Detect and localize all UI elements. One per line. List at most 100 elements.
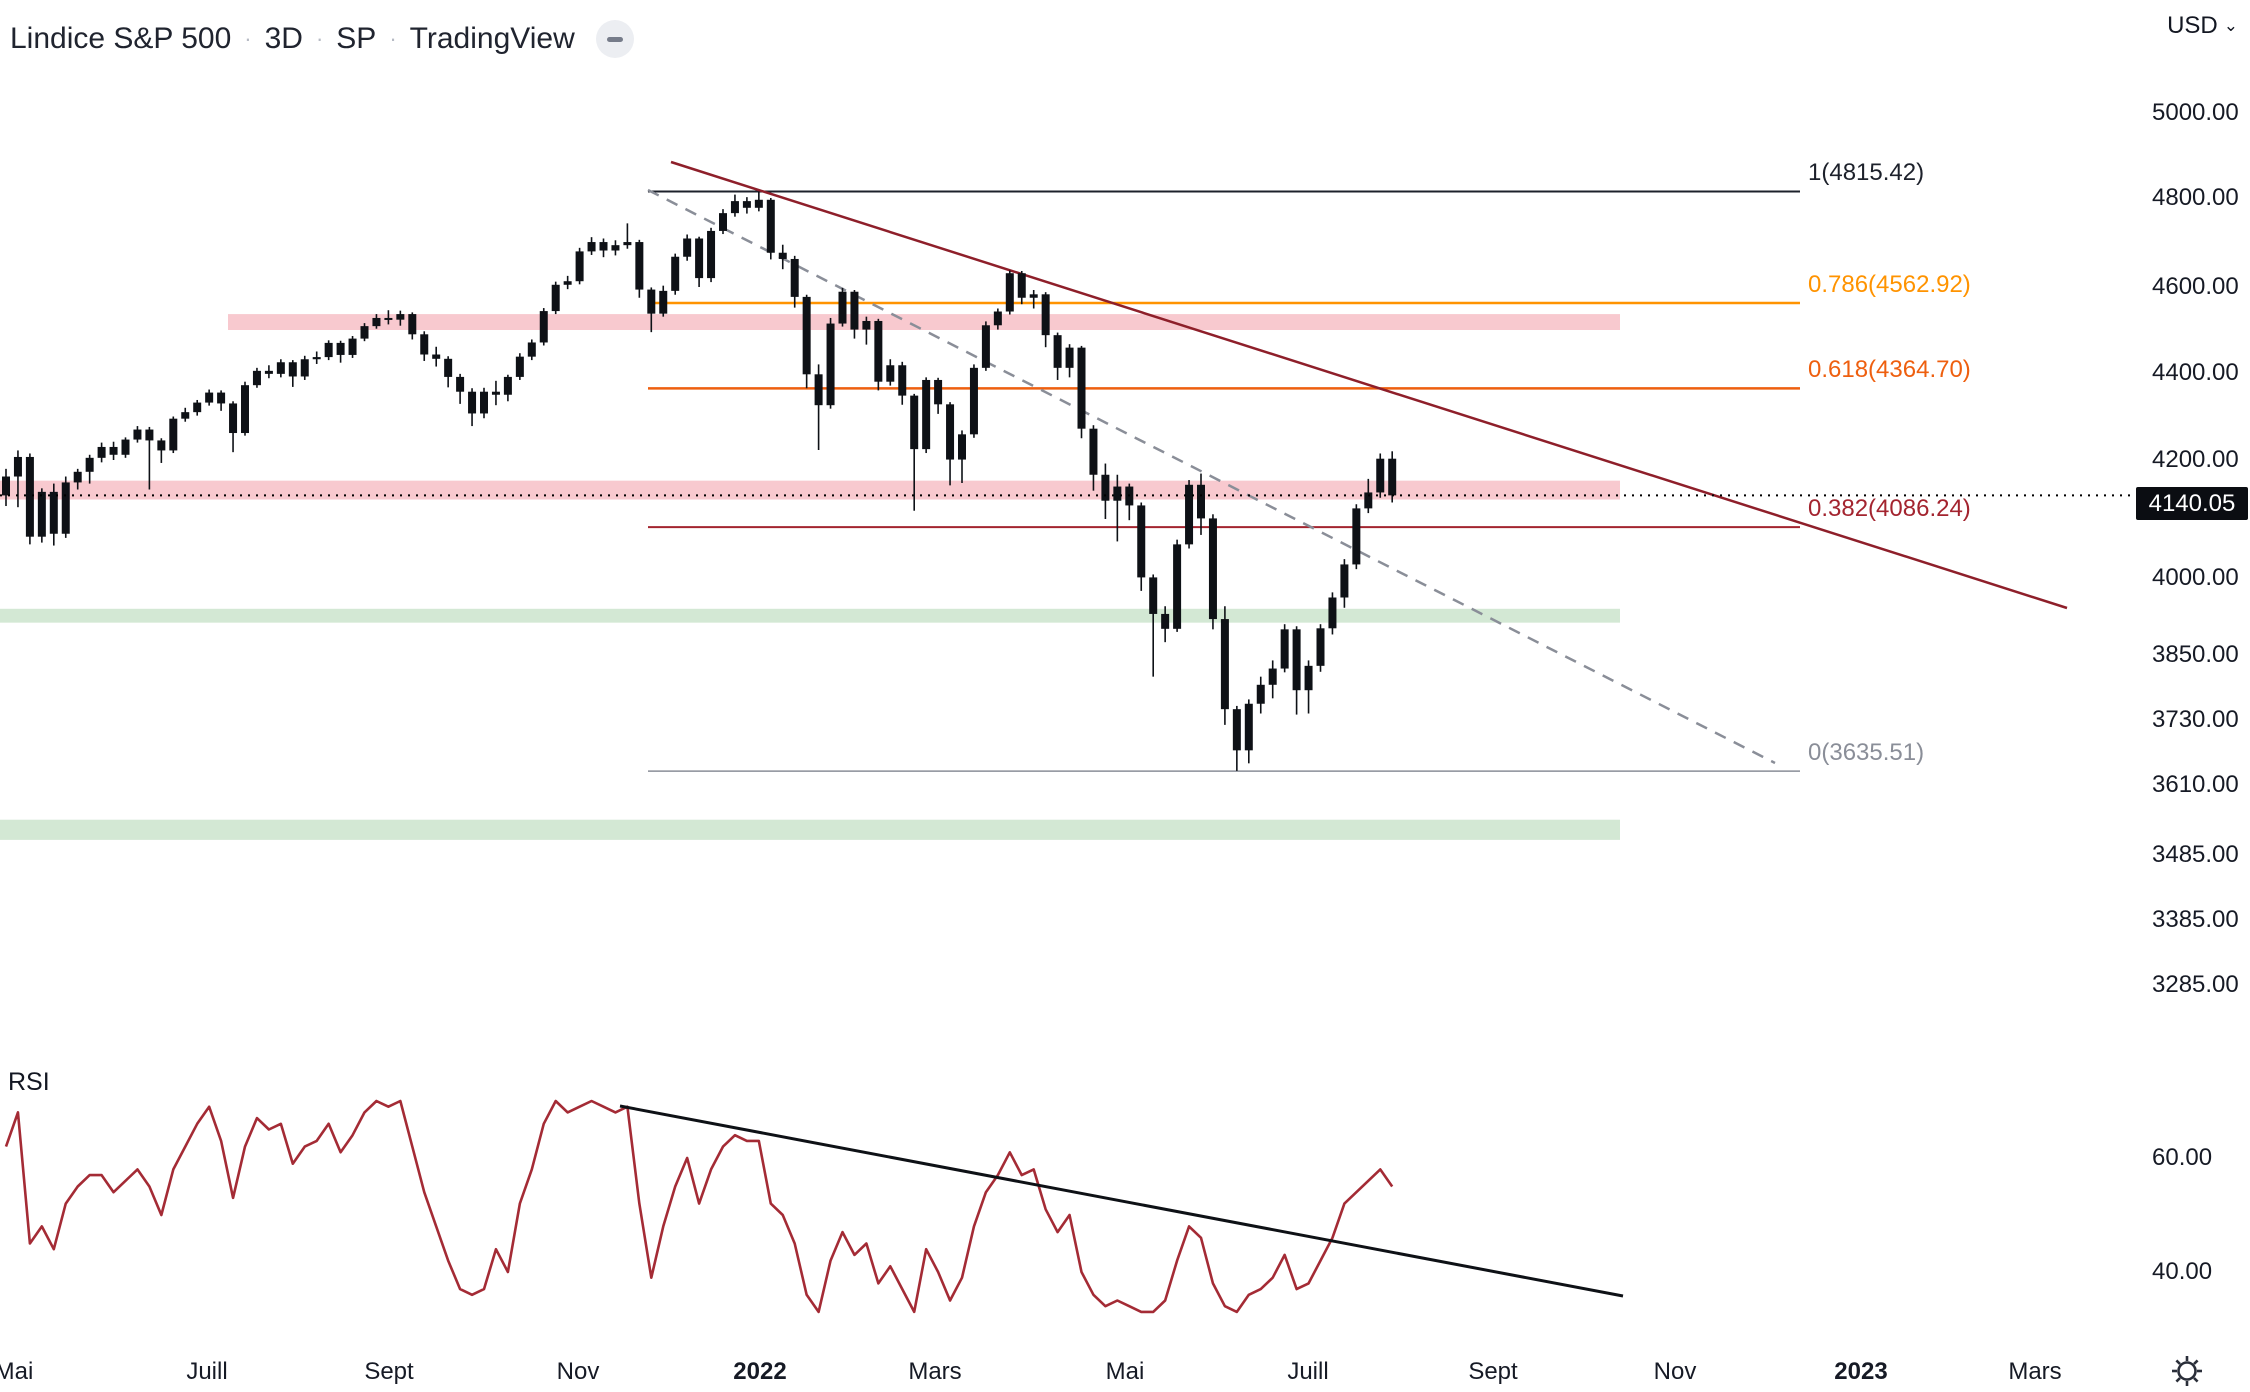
fib-level-label: 0.618(4364.70) [1808,356,1971,384]
candle-body [862,320,871,330]
price-axis-tick[interactable]: 3485.00 [2152,841,2239,868]
candle-body [276,362,285,374]
candle-body [181,412,190,419]
candle-body [1197,484,1205,519]
candle-body [503,376,512,395]
time-axis-label[interactable]: Mai [1105,1358,1145,1385]
candle-body [1041,294,1050,336]
candle-body [1077,347,1086,429]
candle-body [1220,619,1229,710]
candle-body [1244,703,1253,751]
price-axis-tick[interactable]: 3285.00 [2152,971,2239,998]
candle-body [121,439,130,455]
rsi-axis-tick[interactable]: 40.00 [2152,1258,2213,1285]
separator-dot: · [389,26,397,51]
time-axis-label[interactable]: Juill [186,1358,228,1385]
time-axis-label[interactable]: Mars [2008,1358,2062,1385]
symbol-title[interactable]: Lindice S&P 500 [10,22,232,55]
price-axis-tick[interactable]: 4600.00 [2152,273,2239,300]
candle-body [193,402,202,413]
resistance-zone-upper[interactable] [228,314,1620,330]
fib-diagonal-dashed-line[interactable] [647,188,1776,765]
candle-body [1149,577,1158,614]
rsi-axis-tick[interactable]: 60.00 [2152,1144,2213,1171]
price-downtrend-line[interactable] [670,160,2068,610]
time-axis-label[interactable]: 2023 [1834,1358,1888,1385]
candle-body [61,482,70,534]
candle-body [981,325,990,368]
candle-body [1089,428,1098,475]
collapse-button[interactable] [595,20,634,58]
interval-label[interactable]: 3D [264,22,303,55]
support-zone-lower[interactable] [0,819,1620,840]
candle-body [109,446,118,455]
candle-body [13,456,22,477]
time-axis-label[interactable]: Sept [364,1358,414,1385]
candle-body [1376,458,1385,493]
candle-body [1005,273,1014,312]
candle-body [754,199,763,208]
candle-body [1256,684,1265,704]
time-axis-label[interactable]: 2022 [733,1358,787,1385]
candle-body [527,342,536,357]
price-axis-tick[interactable]: 4200.00 [2152,446,2239,473]
time-axis-label[interactable]: Nov [556,1358,600,1385]
candle-body [264,370,273,374]
candle-body [802,296,811,375]
fib-level-label: 0.786(4562.92) [1808,270,1971,298]
candle-body [766,199,775,253]
candle-body [217,392,226,404]
candle-body [25,456,34,537]
candle-body [1304,665,1313,691]
candle-body [599,242,608,251]
support-zone-upper[interactable] [0,608,1620,623]
candle-body [408,314,417,335]
candle-body [348,338,357,355]
time-axis-label[interactable]: Mai [0,1358,34,1385]
candle-body [922,379,931,450]
time-axis-label[interactable]: Nov [1653,1358,1697,1385]
candle-body [37,491,46,537]
candle-body [838,291,847,324]
price-axis-tick[interactable]: 5000.00 [2152,99,2239,126]
candle-body [396,314,405,320]
candle-body [324,342,333,358]
price-axis-tick[interactable]: 3610.00 [2152,771,2239,798]
platform-label: TradingView [409,22,575,55]
candle-body [480,391,488,414]
candle-body [133,429,142,440]
candle-body [300,359,309,377]
candle-body [623,242,632,246]
price-axis-tick[interactable]: 3730.00 [2152,706,2239,733]
candle-body [874,320,883,382]
candle-body [1208,518,1217,620]
price-axis-tick[interactable]: 3385.00 [2152,906,2239,933]
time-axis-label[interactable]: Sept [1468,1358,1518,1385]
price-axis-tick[interactable]: 3850.00 [2152,641,2239,668]
candle-body [1232,709,1241,751]
candle-body [1352,508,1361,565]
candle-body [993,311,1002,326]
candle-body [97,446,106,458]
price-axis-tick[interactable]: 4400.00 [2152,359,2239,386]
candle-body [1388,458,1397,496]
candle-body [432,354,441,359]
time-axis-label[interactable]: Mars [908,1358,962,1385]
candle-body [778,252,787,259]
rsi-downtrend-line[interactable] [619,1104,1624,1298]
candle-body [384,317,393,320]
candle-body [719,213,727,231]
currency-selector[interactable]: USD ⌄ [2167,12,2238,40]
candle-body [1113,486,1122,501]
fib-level-label: 1(4815.42) [1808,159,1925,187]
time-axis-settings-gear-icon[interactable] [2167,1351,2207,1391]
price-axis-tick[interactable]: 4800.00 [2152,184,2239,211]
candle-body [730,201,739,214]
price-axis-tick[interactable]: 4000.00 [2152,564,2239,591]
rsi-indicator-label[interactable]: RSI [8,1068,50,1096]
time-axis-label[interactable]: Juill [1287,1358,1329,1385]
candle-body [49,491,58,534]
resistance-zone-lower[interactable] [0,480,1620,500]
candle-body [1101,474,1110,501]
